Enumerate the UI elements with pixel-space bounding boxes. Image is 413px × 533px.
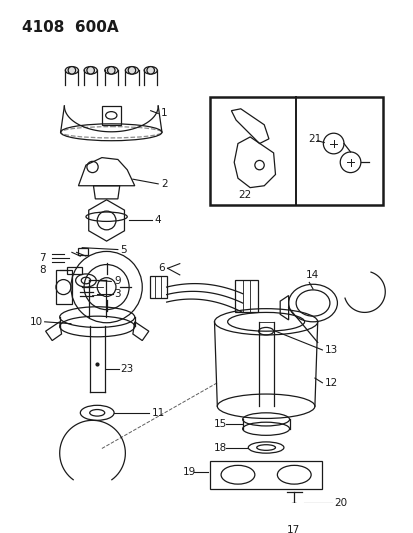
Text: 6: 6 — [158, 263, 164, 273]
Text: 8: 8 — [39, 265, 45, 275]
Ellipse shape — [144, 67, 157, 74]
Text: 21: 21 — [308, 134, 321, 144]
Circle shape — [68, 67, 76, 74]
Ellipse shape — [125, 67, 138, 74]
Text: 11: 11 — [151, 408, 164, 418]
Text: 20: 20 — [334, 498, 347, 508]
Bar — [235, 280, 257, 312]
Circle shape — [128, 67, 135, 74]
Text: 10: 10 — [30, 317, 43, 327]
Ellipse shape — [84, 67, 97, 74]
Ellipse shape — [104, 67, 118, 74]
Text: 2: 2 — [161, 179, 167, 189]
Text: 9: 9 — [114, 277, 121, 286]
Text: 12: 12 — [325, 378, 338, 388]
Text: 15: 15 — [213, 419, 226, 429]
Circle shape — [147, 67, 154, 74]
Bar — [209, 96, 382, 205]
Text: 4108  600A: 4108 600A — [22, 20, 119, 35]
Text: 13: 13 — [325, 345, 338, 355]
Text: 3: 3 — [114, 289, 121, 298]
Bar — [150, 276, 166, 298]
Text: 17: 17 — [286, 525, 299, 533]
Text: 1: 1 — [161, 109, 167, 118]
Text: 7: 7 — [39, 253, 45, 263]
Text: 14: 14 — [305, 270, 318, 280]
Ellipse shape — [65, 67, 78, 74]
Bar — [102, 106, 120, 125]
Circle shape — [107, 67, 115, 74]
Circle shape — [87, 67, 94, 74]
Text: 23: 23 — [120, 364, 133, 374]
Text: 5: 5 — [120, 245, 127, 255]
Bar — [67, 268, 82, 274]
Text: 18: 18 — [213, 442, 226, 453]
Text: 4: 4 — [154, 215, 161, 225]
Text: 19: 19 — [182, 467, 195, 477]
Text: 22: 22 — [237, 190, 251, 200]
Bar — [78, 248, 88, 255]
